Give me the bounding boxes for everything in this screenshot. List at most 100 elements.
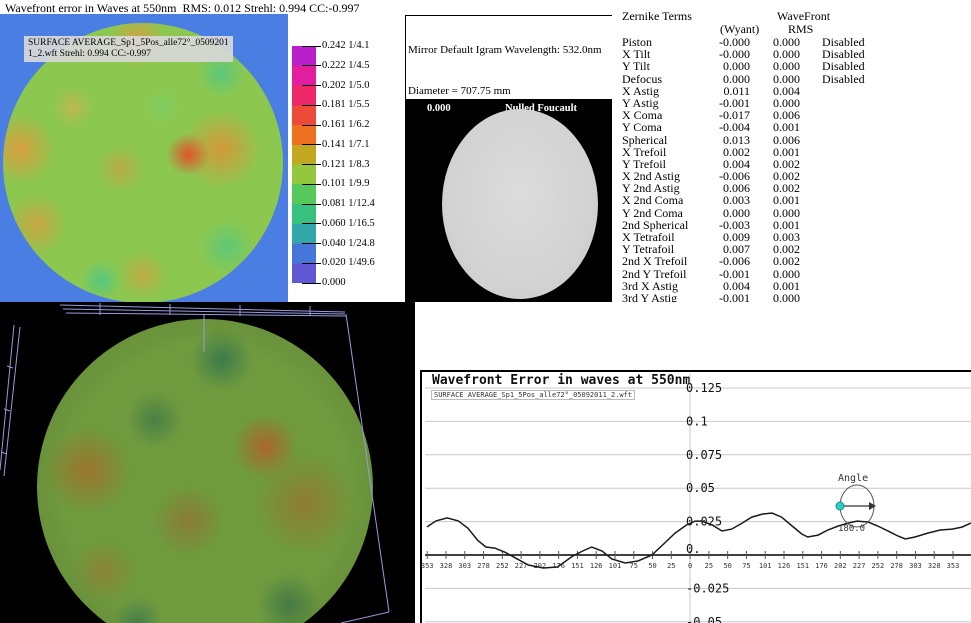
zernike-term-name: 2nd Spherical <box>622 217 689 232</box>
wavefront-contour-disk <box>3 23 283 302</box>
zernike-wyant-value: 0.009 <box>723 230 750 244</box>
zernike-table-row: X Trefoil 0.002 0.001 <box>612 144 971 159</box>
zernike-wyant-value: -0.004 <box>719 120 750 135</box>
zernike-wyant-value: -0.006 <box>719 254 750 269</box>
zernike-wyant-value: 0.011 <box>723 83 750 98</box>
color-scale-tick <box>302 104 321 106</box>
zernike-table-row: 3rd Y Astig -0.001 0.000 <box>612 290 971 305</box>
zernike-term-name: Piston <box>622 35 653 49</box>
zernike-rms-value: 0.000 <box>773 35 800 49</box>
zernike-table-row: X Astig 0.011 0.004 <box>612 83 971 98</box>
zernike-term-name: Y Trefoil <box>622 156 666 171</box>
foucault-corner-value: 0.000 <box>427 103 451 114</box>
zernike-col-wyant: (Wyant) <box>720 22 760 36</box>
color-scale-label: 0.242 1/4.1 <box>322 40 370 51</box>
mirror-info-diameter: Diameter = 707.75 mm <box>408 84 511 97</box>
mirror-info-wavelength: Mirror Default Igram Wavelength: 532.0nm <box>408 44 602 57</box>
zernike-status: Disabled <box>822 59 865 74</box>
zernike-rms-value: 0.002 <box>773 156 800 171</box>
zernike-term-name: 2nd Y Trefoil <box>622 266 687 281</box>
zernike-status: Disabled <box>822 35 865 49</box>
zernike-term-name: X Coma <box>622 108 663 123</box>
color-scale-tick <box>302 183 321 185</box>
color-scale-tick <box>302 124 321 126</box>
zernike-rms-value: 0.000 <box>773 95 800 110</box>
zernike-table-row: Y Coma -0.004 0.001 <box>612 120 971 135</box>
color-scale-label: 0.000 <box>322 277 346 288</box>
wavefront-3d-panel[interactable] <box>0 302 415 623</box>
zernike-term-name: X Tetrafoil <box>622 230 675 244</box>
color-scale-tick <box>302 262 321 264</box>
zernike-rms-value: 0.001 <box>773 120 800 135</box>
color-scale-tick <box>302 164 321 165</box>
color-scale-label: 0.202 1/5.0 <box>322 79 370 91</box>
zernike-col-rms: RMS <box>788 22 814 36</box>
zernike-wyant-value: -0.001 <box>719 95 750 110</box>
color-scale-label: 0.222 1/4.5 <box>322 59 370 71</box>
zernike-term-name: Y 2nd Coma <box>622 205 683 220</box>
zernike-rms-value: 0.003 <box>773 230 800 244</box>
zernike-table-row: X Coma -0.017 0.006 <box>612 108 971 123</box>
zernike-status: Disabled <box>822 71 865 86</box>
zernike-table-row: Y 2nd Coma 0.000 0.000 <box>612 205 971 220</box>
zernike-term-name: Y Tilt <box>622 59 650 74</box>
window-title: Wavefront error in Waves at 550nm RMS: 0… <box>5 1 360 15</box>
zernike-status: Disabled <box>822 47 865 62</box>
zernike-term-name: Y Coma <box>622 120 662 135</box>
zernike-table-row: 2nd X Trefoil -0.006 0.002 <box>612 254 971 269</box>
profile-plot-subtitle: SURFACE AVERAGE_Sp1_5Pos_alle72°_0509201… <box>431 390 636 400</box>
color-scale-tick <box>302 65 321 67</box>
zernike-rms-value: 0.000 <box>773 59 800 74</box>
zernike-col-wavefront: WaveFront <box>777 9 831 23</box>
zernike-table-row: 2nd Spherical -0.003 0.001 <box>612 217 971 232</box>
color-scale-label: 0.121 1/8.3 <box>322 158 370 170</box>
profile-plot-title: Wavefront Error in waves at 550nm <box>432 373 691 388</box>
surface-file-label: SURFACE AVERAGE_Sp1_5Pos_alle72°_0509201… <box>24 36 233 62</box>
zernike-table-title: Zernike Terms <box>622 9 692 23</box>
zernike-wyant-value: 0.002 <box>723 144 750 159</box>
zernike-wyant-value: 0.000 <box>723 71 750 86</box>
zernike-rms-value: 0.001 <box>773 278 800 293</box>
zernike-wyant-value: -0.017 <box>719 108 750 123</box>
zernike-table-row: Y Trefoil 0.004 0.002 <box>612 156 971 171</box>
zernike-term-name: X 2nd Coma <box>622 193 684 208</box>
wavefront-contour-panel[interactable]: SURFACE AVERAGE_Sp1_5Pos_alle72°_0509201… <box>0 14 288 302</box>
zernike-rms-value: 0.002 <box>773 242 800 257</box>
color-scale-label: 0.181 1/5.5 <box>322 99 370 111</box>
profile-plot-border-top <box>420 370 971 372</box>
zernike-rms-value: 0.000 <box>773 47 800 62</box>
foucault-simulation-panel[interactable]: 0.000 Nulled Foucault <box>405 99 612 302</box>
mirror-info-box[interactable]: Mirror Default Igram Wavelength: 532.0nm… <box>405 15 616 260</box>
zernike-table-row: Y 2nd Astig 0.006 0.002 <box>612 181 971 196</box>
zernike-wyant-value: 0.006 <box>723 181 750 196</box>
zernike-term-name: 3rd X Astig <box>622 278 679 293</box>
zernike-term-name: 2nd X Trefoil <box>622 254 688 269</box>
zernike-rms-value: 0.001 <box>773 144 800 159</box>
zernike-term-name: Defocus <box>622 71 662 86</box>
zernike-rms-value: 0.002 <box>773 254 800 269</box>
zernike-terms-panel[interactable]: Zernike Terms WaveFront (Wyant) RMS Pist… <box>612 0 971 350</box>
zernike-term-name: Y 2nd Astig <box>622 181 680 196</box>
surface-file-label-line2: 1_2.wft Strehl: 0.994 CC:-0.997 <box>28 49 151 59</box>
zernike-term-name: Y Astig <box>622 95 659 110</box>
color-scale-label: 0.040 1/24.8 <box>322 237 375 249</box>
zernike-wyant-value: 0.003 <box>723 193 750 208</box>
zernike-rms-value: 0.000 <box>773 71 800 86</box>
zernike-term-name: X 2nd Astig <box>622 169 681 184</box>
color-scale-label: 0.081 1/12.4 <box>322 198 375 209</box>
zernike-term-name: X Astig <box>622 83 660 98</box>
zernike-rms-value: 0.004 <box>773 83 800 98</box>
zernike-table-row: Piston -0.000 0.000 Disabled <box>612 35 971 49</box>
color-scale-label: 0.020 1/49.6 <box>322 257 375 269</box>
zernike-term-name: Spherical <box>622 132 668 147</box>
zernike-table-row: Y Tilt 0.000 0.000 Disabled <box>612 59 971 74</box>
zernike-wyant-value: 0.007 <box>723 242 750 257</box>
zernike-wyant-value: 0.013 <box>723 132 750 147</box>
zernike-term-name: 3rd Y Astig <box>622 290 678 305</box>
wavefront-profile-panel[interactable] <box>415 302 971 623</box>
color-scale-tick <box>302 45 321 47</box>
color-scale-tick <box>302 223 321 225</box>
zernike-term-name: X Tilt <box>622 47 651 62</box>
zernike-table-row: 2nd Y Trefoil -0.001 0.000 <box>612 266 971 281</box>
zernike-rms-value: 0.000 <box>773 266 800 281</box>
